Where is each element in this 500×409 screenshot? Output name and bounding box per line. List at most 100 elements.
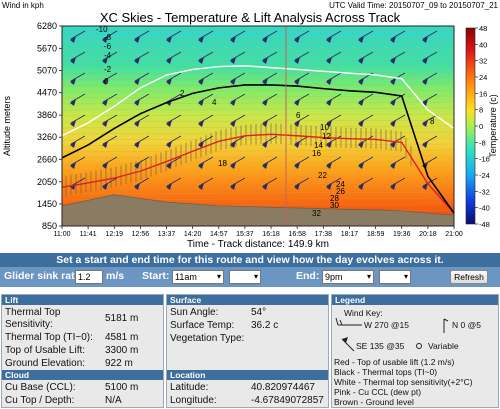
wind-barb-shaft <box>166 93 182 103</box>
wind-barb-shaft <box>390 114 406 124</box>
wind-barb-flag <box>198 141 204 148</box>
wind-barb <box>102 30 118 43</box>
wind-barb <box>198 156 214 169</box>
y-axis-ticks: 850 1450 2050 2660 3260 3860 4470 5070 5670 6280 <box>37 21 62 231</box>
wind-barb <box>390 177 406 190</box>
isotherm-label: -4 <box>104 51 112 60</box>
wind-barb-flag <box>326 78 332 85</box>
isotherm-line <box>61 41 455 45</box>
isotherm-line <box>61 155 455 159</box>
wind-barb-shaft <box>166 135 182 145</box>
wind-barb <box>422 72 438 85</box>
wind-barb-shaft <box>230 114 246 124</box>
wind-barb <box>294 114 310 127</box>
wind-barb-flag <box>230 120 236 127</box>
wind-barb <box>230 177 246 190</box>
wind-barb-shaft <box>198 177 214 187</box>
end-minute-select[interactable]: ▾ <box>379 270 411 284</box>
control-banner: Set a start and end time for this route … <box>56 254 444 266</box>
colorbar-tick-label: 48 <box>479 24 487 33</box>
wind-barb <box>390 135 406 148</box>
wind-barb-shaft <box>102 177 118 187</box>
isotherm-line <box>61 29 455 33</box>
wind-barb-flag <box>294 120 300 127</box>
wind-barb <box>230 156 246 169</box>
wind-w270-label: W 270 @15 <box>364 320 410 330</box>
wind-barb-flag <box>326 57 332 64</box>
wind-barb-flag <box>134 36 140 43</box>
thermal-sensitivity-label: Thermal Top Sensitivity: <box>5 307 61 330</box>
sink-rate-input[interactable] <box>75 270 103 284</box>
wind-barb-flag <box>230 162 236 169</box>
isotherm-label: -2 <box>104 65 112 74</box>
isotherm-line <box>61 113 455 117</box>
wind-barb-flag <box>230 99 236 106</box>
x-tick-label: 15:37 <box>236 231 254 238</box>
wind-barb <box>102 156 118 169</box>
thermal-top-value: 4581 m <box>105 332 139 343</box>
wind-barb <box>70 156 86 169</box>
wind-barb-flag <box>70 99 76 106</box>
y-tick-label: 850 <box>42 221 57 231</box>
wind-barb-shaft <box>70 156 86 166</box>
wind-barb-flag <box>198 99 204 106</box>
wind-barb <box>294 177 310 190</box>
wind-barb-flag <box>230 183 236 190</box>
wind-barb-flag <box>70 36 76 43</box>
wind-barb-shaft <box>70 93 86 103</box>
wind-barb-shaft <box>294 93 310 103</box>
wind-barb-flag <box>422 36 428 43</box>
isotherm-label: 12 <box>322 132 331 141</box>
wind-barb <box>326 135 342 148</box>
wind-variable-label: Variable <box>428 341 459 351</box>
wind-barb-shaft <box>358 156 374 166</box>
valid-time-label: UTC Valid Time: 20150707_09 to 20150707_… <box>329 1 498 10</box>
wind-barb <box>294 135 310 148</box>
cu-top-label: Cu Top / Depth: <box>5 395 75 406</box>
end-time-value: 9pm <box>325 272 343 282</box>
isotherm-line <box>61 47 455 51</box>
y-tick-label: 2660 <box>37 154 57 164</box>
wind-barb-shaft <box>422 156 438 166</box>
wind-barb-flag <box>166 141 172 148</box>
wind-barb <box>166 156 182 169</box>
sink-rate-label: Glider sink rate: <box>4 270 84 282</box>
isotherm-line <box>61 89 455 93</box>
latitude-value: 40.820974467 <box>251 382 315 393</box>
wind-barb-shaft <box>230 177 246 187</box>
wind-barb <box>166 72 182 85</box>
wind-barb-flag <box>134 183 140 190</box>
wind-barb-flag <box>134 78 140 85</box>
wind-barb-shaft <box>294 114 310 124</box>
wind-barb-flag <box>294 57 300 64</box>
surface-temp-label: Surface Temp: <box>170 320 235 331</box>
wind-barb-flag <box>358 99 364 106</box>
wind-barb-shaft <box>134 51 150 61</box>
wind-barb-flag <box>230 36 236 43</box>
isotherm-label: 32 <box>312 209 321 218</box>
wind-barb-flag <box>230 78 236 85</box>
isotherm-label: -10 <box>96 25 108 34</box>
wind-barb-flag <box>70 57 76 64</box>
sun-angle-label: Sun Angle: <box>170 307 219 318</box>
isotherm-line <box>61 185 455 189</box>
refresh-button[interactable]: Refresh <box>450 270 488 284</box>
wind-barb <box>358 135 374 148</box>
colorbar-tick-label: 0 <box>479 122 483 131</box>
lift-analysis-chart: Wind in kph UTC Valid Time: 20150707_09 … <box>2 1 499 250</box>
wind-barb-shaft <box>134 156 150 166</box>
wind-barb <box>326 30 342 43</box>
surface-temp-value: 36.2 c <box>251 320 279 331</box>
start-time-select[interactable]: 11am ▾ <box>172 270 224 284</box>
end-time-select[interactable]: 9pm ▾ <box>322 270 374 284</box>
wind-barb-shaft <box>358 114 374 124</box>
start-minute-select[interactable]: ▾ <box>229 270 261 284</box>
wind-barb-flag <box>358 78 364 85</box>
wind-barb-shaft <box>198 30 214 40</box>
isotherm-line <box>61 71 455 75</box>
wind-barb-shaft <box>326 156 342 166</box>
wind-barb-flag <box>262 78 268 85</box>
wind-barb <box>326 93 342 106</box>
isotherm-line <box>61 77 455 81</box>
wind-barb-flag <box>262 57 268 64</box>
